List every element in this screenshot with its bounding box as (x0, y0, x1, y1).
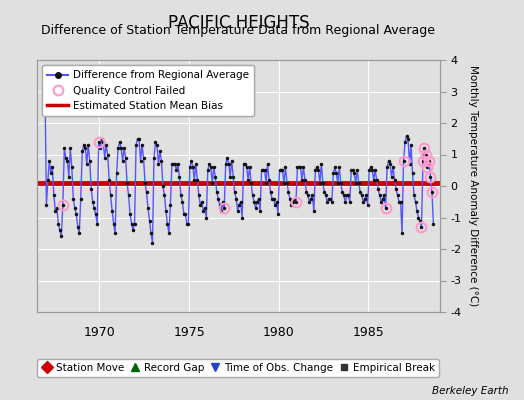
Text: Berkeley Earth: Berkeley Earth (432, 386, 508, 396)
Text: 1980: 1980 (263, 326, 294, 339)
Legend: Difference from Regional Average, Quality Control Failed, Estimated Station Mean: Difference from Regional Average, Qualit… (42, 65, 254, 116)
Legend: Station Move, Record Gap, Time of Obs. Change, Empirical Break: Station Move, Record Gap, Time of Obs. C… (37, 359, 440, 377)
Text: PACIFIC HEIGHTS: PACIFIC HEIGHTS (168, 14, 309, 32)
Y-axis label: Monthly Temperature Anomaly Difference (°C): Monthly Temperature Anomaly Difference (… (468, 65, 478, 307)
Text: 1970: 1970 (83, 326, 115, 339)
Text: 1975: 1975 (173, 326, 205, 339)
Text: 1985: 1985 (353, 326, 384, 339)
Text: Difference of Station Temperature Data from Regional Average: Difference of Station Temperature Data f… (41, 24, 435, 37)
